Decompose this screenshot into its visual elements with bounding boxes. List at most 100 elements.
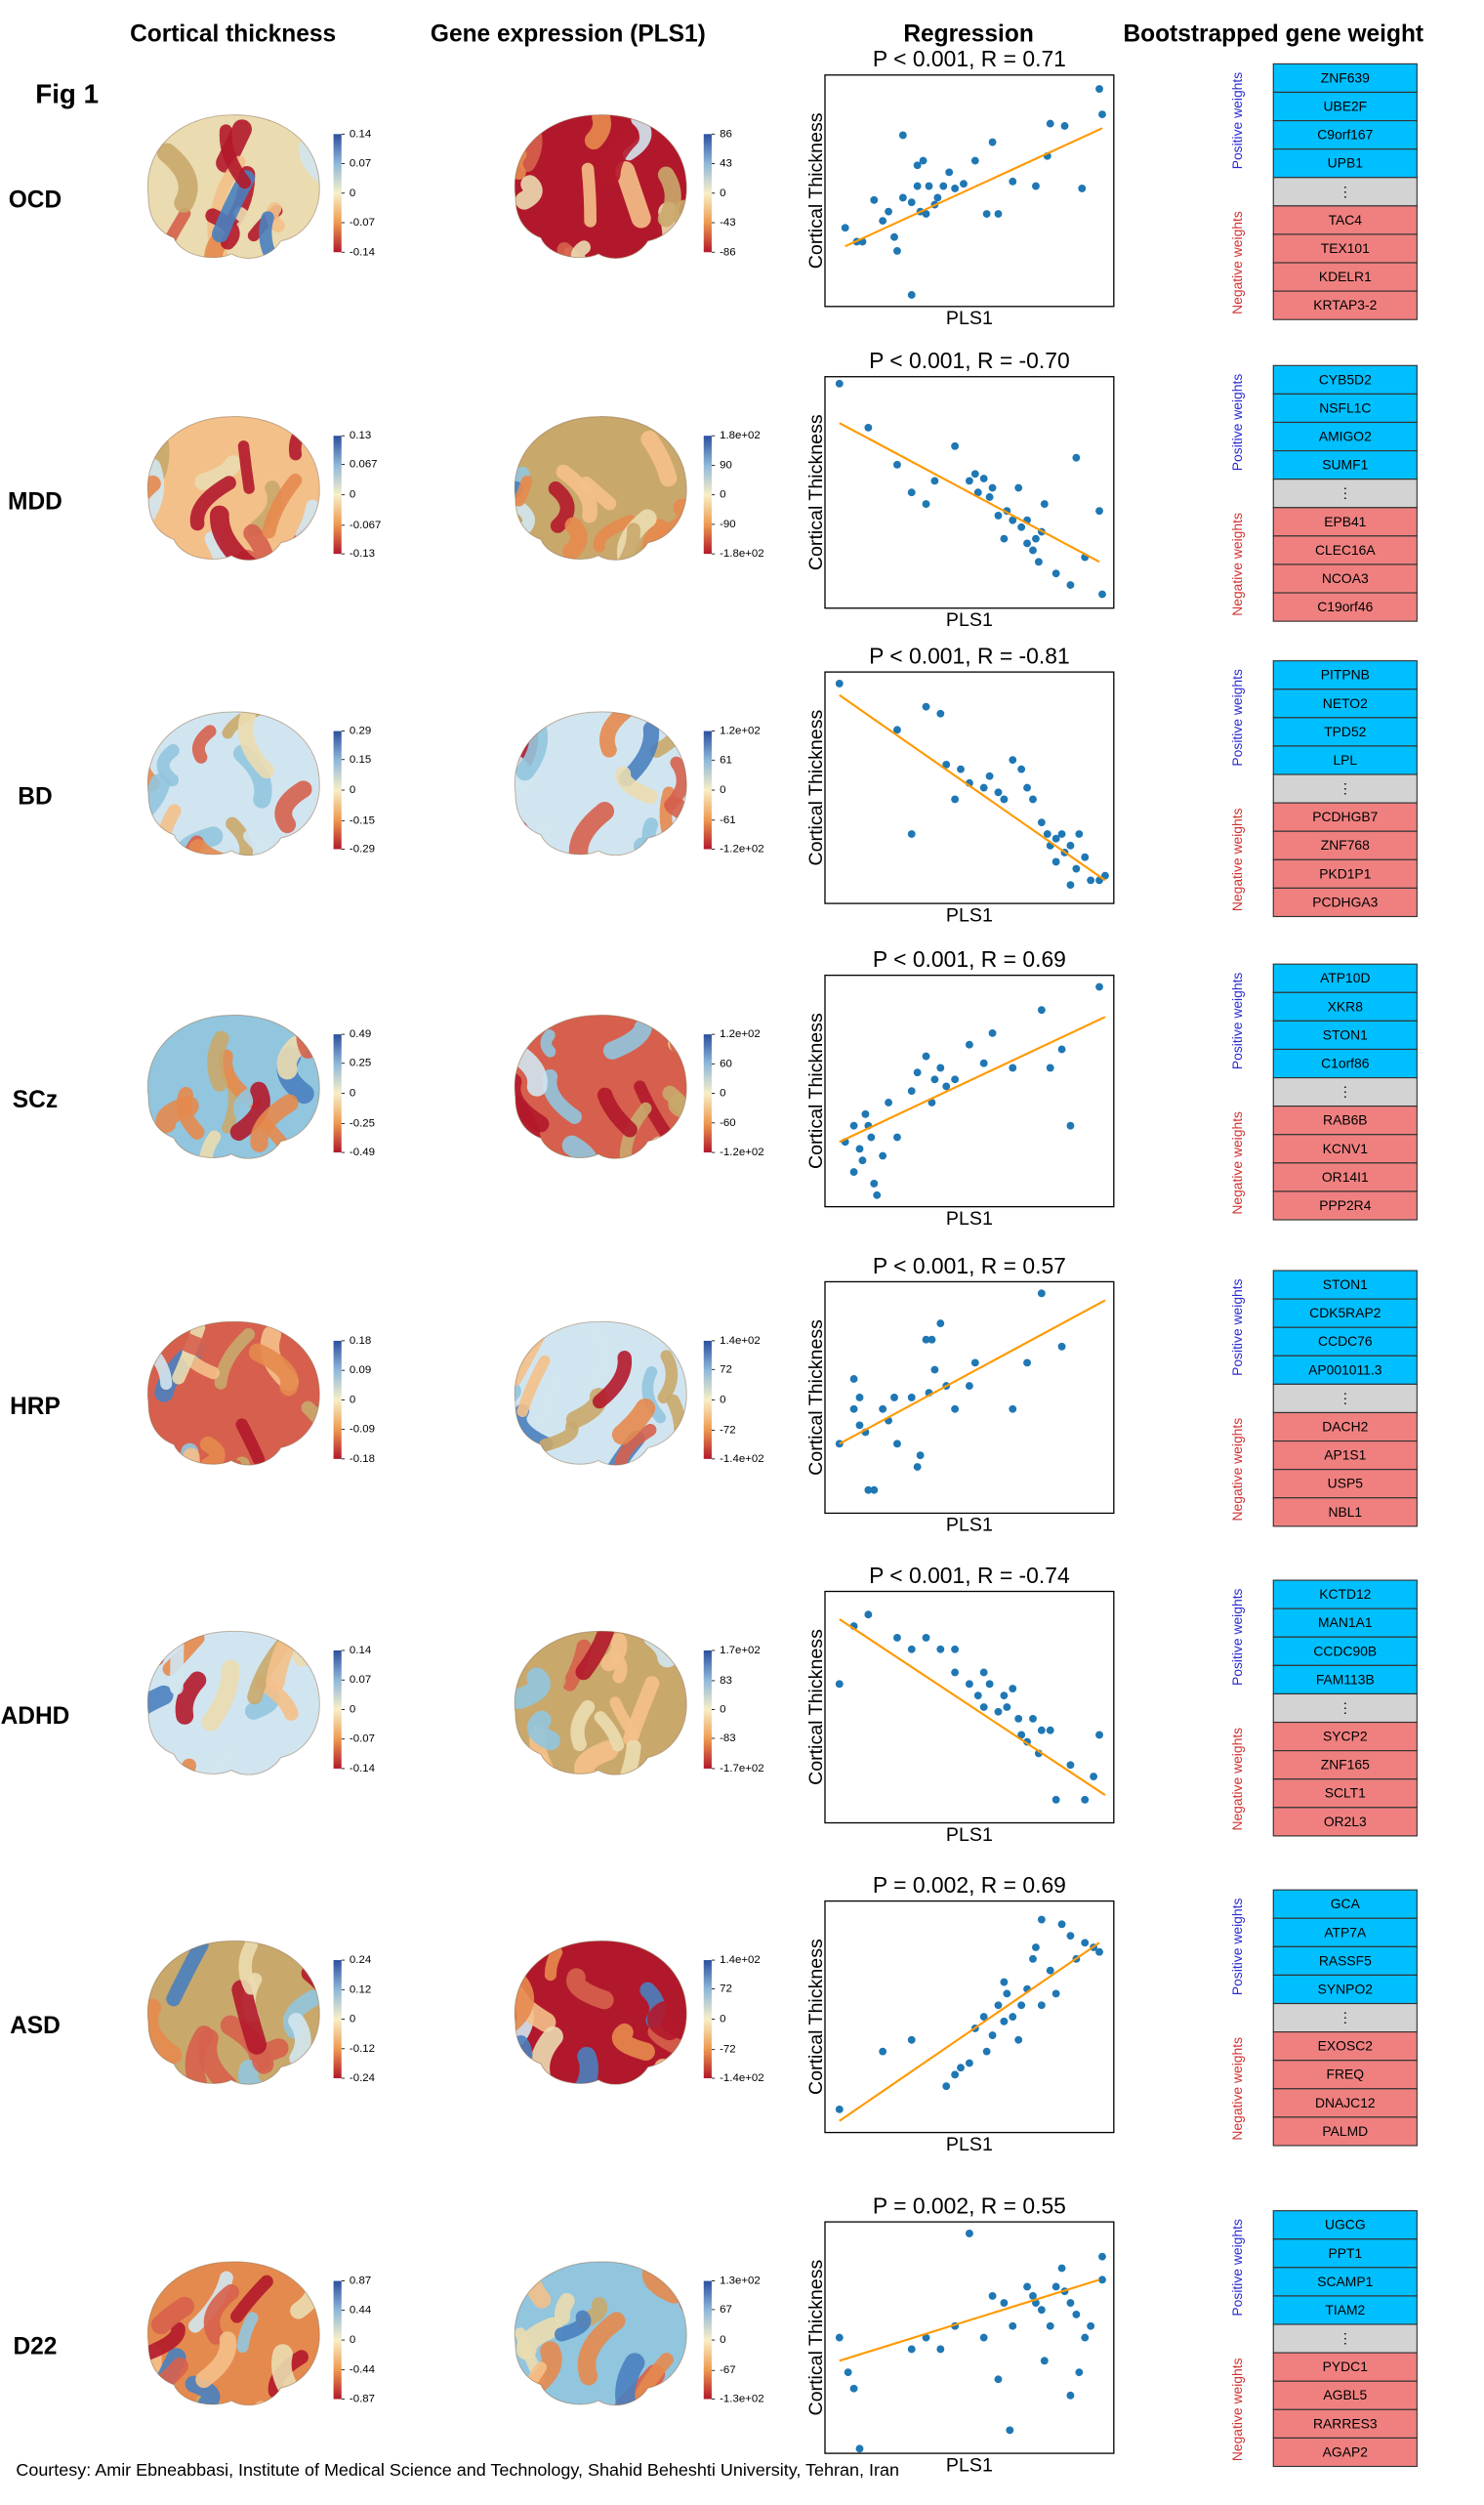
positive-weights-label: Positive weights: [1229, 2219, 1245, 2317]
scatter-point: [988, 483, 997, 492]
gyrus: [581, 162, 597, 228]
colorbar-label: 0: [720, 1394, 725, 1405]
scatter-point: [1014, 1714, 1023, 1723]
gyrus: [158, 1135, 175, 1159]
gene-cell: [1272, 2238, 1418, 2269]
chart-title: P = 0.002, R = 0.69: [873, 1872, 1066, 1898]
gyrus: [585, 1326, 614, 1390]
scatter-point: [1057, 1342, 1066, 1351]
regression-line: [839, 422, 1100, 564]
scatter-point: [1066, 841, 1075, 850]
gyrus: [276, 1035, 308, 1080]
gyrus: [274, 780, 312, 834]
scatter-point: [1081, 2333, 1090, 2342]
gyrus: [556, 241, 583, 259]
x-axis-label: PLS1: [946, 1208, 993, 1230]
brain-edge: [146, 1630, 320, 1775]
gene-cell: [1272, 1497, 1418, 1527]
scatter-point: [1046, 2321, 1054, 2330]
scatter-point: [1046, 1726, 1054, 1734]
colorbar-label: 0: [350, 489, 355, 501]
gene-cell: [1272, 1355, 1418, 1385]
scatter-point: [951, 1404, 960, 1413]
scatter-point: [922, 1052, 930, 1061]
gene-name: C9orf167: [1317, 127, 1373, 143]
scatter-point: [1040, 2357, 1049, 2365]
gene-cell: [1272, 1326, 1418, 1357]
gene-name: FAM113B: [1316, 1671, 1375, 1687]
positive-weights-label: Positive weights: [1229, 374, 1245, 472]
colorbar-label: 0.09: [350, 1364, 371, 1376]
gyrus: [150, 2296, 195, 2335]
gene-name: KRTAP3-2: [1313, 297, 1377, 313]
x-axis-label: PLS1: [946, 1824, 993, 1846]
scatter-point: [1046, 1966, 1054, 1975]
colorbar-label: -1.3e+02: [720, 2394, 763, 2405]
colorbar: [703, 436, 712, 555]
x-axis-label: PLS1: [946, 2454, 993, 2476]
scatter-point: [973, 488, 982, 497]
positive-weights-label: Positive weights: [1229, 1899, 1245, 1996]
scatter-point: [965, 2230, 973, 2237]
negative-weights-label: Negative weights: [1229, 1728, 1245, 1831]
scatter-point: [951, 185, 960, 192]
brain: [146, 711, 320, 856]
gene-cell: [1272, 2267, 1418, 2297]
gene-name: NSFL1C: [1319, 399, 1371, 415]
gyrus: [222, 711, 265, 739]
scatter-point: [849, 1404, 858, 1413]
colorbar-label: 0: [720, 489, 725, 501]
colorbar-label: 0.87: [350, 2275, 371, 2287]
gene-cell: [1272, 262, 1418, 292]
colorbar-label: 1.7e+02: [720, 1645, 761, 1656]
gene-name: ⋮: [1339, 2330, 1352, 2346]
gyrus: [166, 1941, 209, 2007]
scatter-point: [951, 795, 960, 804]
gene-name: NETO2: [1323, 695, 1368, 711]
gene-cell: [1272, 1692, 1418, 1724]
brain-edge: [146, 1940, 320, 2085]
colorbar-label: 0.12: [350, 1983, 371, 1995]
gyrus: [163, 1447, 200, 1466]
scatter-point: [870, 1485, 879, 1494]
scatter-point: [922, 702, 930, 711]
scatter-point: [1081, 1795, 1090, 1804]
gyrus: [214, 1327, 256, 1390]
gene-cell: [1272, 2437, 1418, 2468]
gyrus: [226, 816, 253, 856]
y-axis-label: Cortical Thickness: [805, 414, 827, 570]
colorbar-label: 0: [720, 1703, 725, 1715]
gyrus: [515, 721, 548, 781]
gene-name: CYB5D2: [1319, 371, 1372, 387]
colorbar: [703, 1649, 712, 1769]
scatter-point: [936, 709, 945, 718]
colorbar-label: -0.18: [350, 1453, 375, 1465]
gene-cell: [1272, 858, 1418, 889]
brain-surface: [515, 416, 687, 561]
colorbar-label: 0: [350, 1088, 355, 1100]
footer: Courtesy: Amir Ebneabbasi, Institute of …: [16, 2460, 899, 2480]
scatter-point: [970, 156, 979, 165]
brain: [514, 1320, 687, 1466]
gyrus: [522, 2261, 552, 2309]
scatter-point: [858, 1156, 867, 1165]
scatter-point: [985, 1680, 994, 1689]
scatter-point: [1029, 795, 1037, 804]
gene-cell: [1272, 660, 1418, 690]
colorbar-label: 0: [350, 784, 355, 796]
scatter-point: [861, 1109, 870, 1118]
y-axis-label: Cortical Thickness: [805, 709, 827, 865]
scatter-point: [1009, 1404, 1017, 1413]
gyrus: [538, 1420, 579, 1452]
scatter-point: [936, 2345, 945, 2354]
scatter-point: [1000, 534, 1009, 543]
gyrus: [561, 1135, 599, 1159]
scatter-point: [922, 500, 930, 508]
gene-name: GCA: [1331, 1896, 1361, 1911]
gene-name: LPL: [1333, 752, 1357, 768]
colorbar-label: -0.14: [350, 246, 376, 258]
gene-name: PITPNB: [1321, 667, 1370, 683]
scatter-point: [1098, 2252, 1106, 2261]
gyrus: [147, 1685, 174, 1723]
scatter-point: [835, 2333, 844, 2342]
